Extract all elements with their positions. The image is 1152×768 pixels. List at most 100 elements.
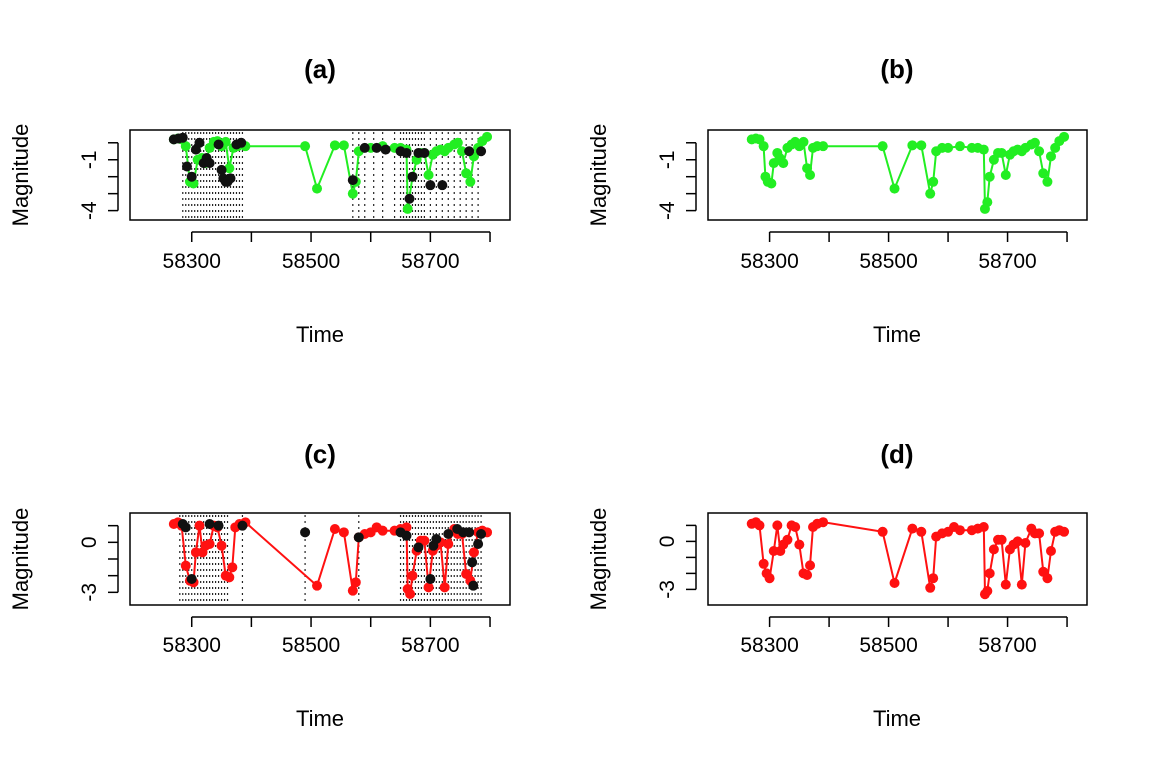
data-point [758,558,769,569]
y-tick-label: 0 [78,536,101,548]
x-tick-label: 58700 [978,634,1036,657]
data-point [1045,546,1056,556]
x-tick-label: 58300 [163,250,221,273]
data-point [452,137,463,148]
data-point [407,171,418,182]
data-point [371,142,382,153]
data-point [224,572,235,583]
data-point [338,527,349,538]
data-point [347,175,358,186]
data-point [805,170,816,180]
data-point [818,517,829,528]
data-point [790,522,801,532]
data-point [982,197,993,208]
data-point [1029,137,1040,148]
panel-b: (b) 58300 58500 58700 -4 -1 Time Magnitude [586,54,1088,347]
data-point [181,161,192,172]
data-point [329,524,340,534]
data-point [916,526,927,537]
data-point [425,180,436,191]
data-point [473,539,484,549]
data-point [213,520,224,531]
data-point [312,183,323,194]
data-point [928,176,939,187]
y-tick-label: -1 [78,150,101,169]
data-point [877,141,888,152]
data-point [437,180,448,191]
y-tick-label: -1 [656,150,679,169]
data-point [782,534,793,545]
data-point [805,560,816,571]
data-point [982,586,993,596]
data-point [431,534,442,544]
panel-c: (c) 58300 58500 58700 -3 0 Time Magnitude [8,439,511,731]
data-point [754,520,765,531]
data-point [456,146,467,157]
x-tick-label: 58500 [282,634,340,657]
y-tick-label: -3 [656,580,679,599]
data-point [772,520,783,531]
data-point [204,519,215,529]
data-point [468,547,479,558]
x-axis-label: Time [873,706,921,731]
data-point [425,574,436,584]
data-point [476,146,487,157]
data-point [338,140,349,151]
data-point [402,203,413,214]
data-point [818,141,829,152]
data-point [1042,573,1053,584]
data-point [423,170,434,180]
data-point [877,526,888,537]
data-point [465,176,476,187]
data-point [236,137,247,148]
x-axis-label: Time [296,322,344,347]
data-point [907,140,918,151]
x-tick-label: 58500 [859,250,917,273]
data-point [312,580,323,591]
data-point [1000,579,1011,590]
y-tick-label: -3 [78,583,101,602]
y-axis-label: Magnitude [586,124,611,227]
panel-d: (d) 58300 58500 58700 -3 0 Time Magnitude [586,439,1088,731]
data-point [237,520,248,531]
data-point [443,539,454,549]
data-point [401,530,412,541]
data-point [984,568,995,579]
y-axis-label: Magnitude [8,124,33,227]
data-point [1020,538,1031,548]
x-axis-label: Time [873,322,921,347]
data-point [794,539,805,550]
data-point [778,158,789,169]
data-point [482,131,493,142]
x-tick-label: 58700 [401,634,459,657]
data-point [1016,579,1027,590]
data-point [419,147,430,158]
data-point [464,527,475,538]
data-point [764,573,775,584]
panel-title: (d) [880,439,913,469]
data-point [916,140,927,151]
series-line [173,521,488,598]
data-point [978,522,989,532]
data-point [798,136,809,147]
data-point [347,585,358,596]
plot-frame [129,129,511,221]
data-point [216,164,227,175]
data-point [177,132,188,143]
data-point [954,141,965,152]
data-point [347,188,358,199]
data-point [996,147,1007,158]
data-point [802,570,813,580]
data-point [413,542,424,553]
data-point [889,183,900,194]
data-point [401,147,412,158]
data-point [204,539,215,549]
data-point [925,188,936,199]
data-point [1045,151,1056,162]
data-point [186,171,197,182]
data-point [996,534,1007,545]
data-point [443,529,454,539]
x-tick-label: 58700 [401,250,459,273]
x-tick-label: 58300 [740,634,798,657]
panel-title: (c) [304,439,336,469]
